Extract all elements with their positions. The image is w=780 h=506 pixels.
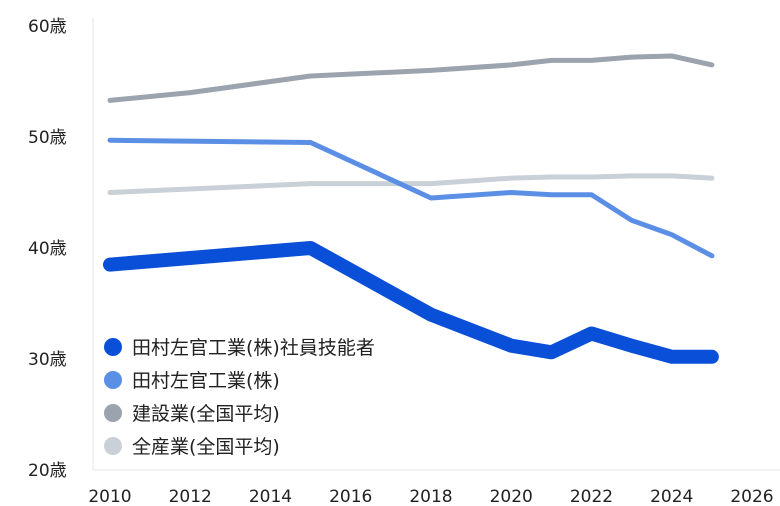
series-line-2: [107, 53, 715, 103]
legend: 田村左官工業(株)社員技能者 田村左官工業(株) 建設業(全国平均) 全産業(全…: [104, 330, 375, 462]
legend-label: 田村左官工業(株)社員技能者: [132, 337, 375, 359]
legend-label: 田村左官工業(株): [132, 370, 280, 392]
y-tick-label: 20歳: [28, 461, 67, 481]
legend-swatch: [104, 370, 122, 389]
legend-swatch: [104, 337, 122, 356]
series-line-0: [103, 241, 719, 364]
y-tick-label: 50歳: [28, 128, 67, 148]
x-tick-label: 2014: [249, 487, 292, 506]
y-tick-label: 60歳: [28, 17, 67, 37]
legend-swatch: [104, 403, 122, 422]
x-tick-label: 2016: [329, 487, 372, 506]
x-tick-label: 2024: [650, 487, 693, 506]
legend-item-construction-average: 建設業(全国平均): [104, 396, 375, 429]
legend-label: 建設業(全国平均): [132, 403, 280, 425]
y-tick-label: 30歳: [28, 350, 67, 370]
y-tick-label: 40歳: [28, 239, 67, 259]
series-lines: [103, 53, 719, 364]
x-tick-label: 2018: [409, 487, 452, 506]
x-tick-label: 2022: [570, 487, 613, 506]
series-line-1: [107, 137, 715, 259]
legend-item-all-industry-average: 全産業(全国平均): [104, 429, 375, 462]
legend-item-company-technicians: 田村左官工業(株)社員技能者: [104, 330, 375, 363]
legend-label: 全産業(全国平均): [132, 436, 280, 458]
legend-swatch: [104, 436, 122, 455]
x-axis-ticks: 2010 2012 2014 2016 2018 2020 2022 2024 2026: [88, 487, 773, 506]
x-tick-label: 2026: [730, 487, 773, 506]
legend-item-company: 田村左官工業(株): [104, 363, 375, 396]
series-line-3: [107, 173, 715, 195]
y-axis-ticks: 20歳 30歳 40歳 50歳 60歳: [28, 17, 67, 481]
x-tick-label: 2010: [88, 487, 131, 506]
x-tick-label: 2012: [169, 487, 212, 506]
x-tick-label: 2020: [490, 487, 533, 506]
